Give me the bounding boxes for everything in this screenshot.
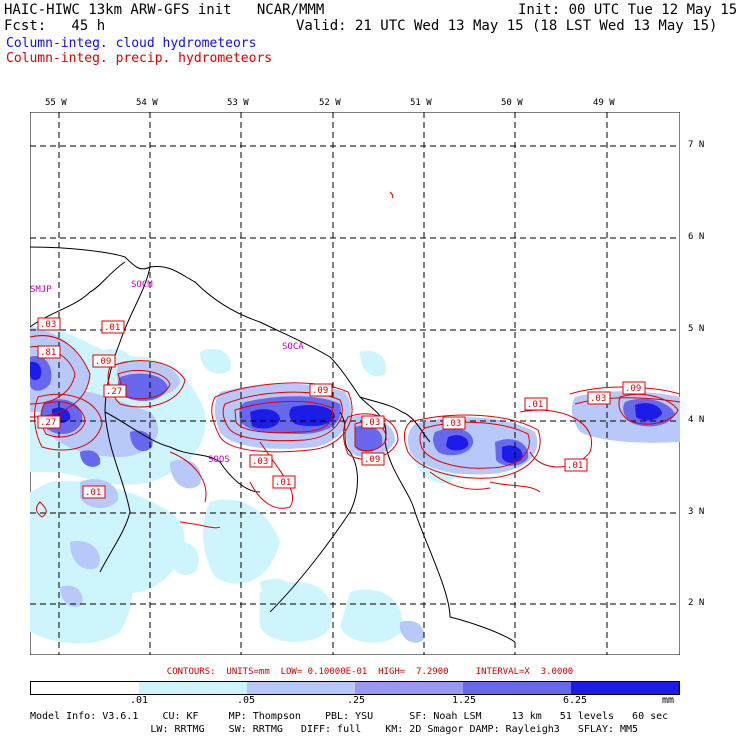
lon-label: 52 W bbox=[319, 98, 341, 108]
contour-label-box bbox=[442, 416, 466, 430]
station-label: SOCM bbox=[131, 280, 153, 290]
colorbar-units: mm bbox=[662, 695, 675, 706]
cloud-field bbox=[30, 326, 680, 644]
contour-label: .01 bbox=[275, 478, 291, 488]
colorbar-tick: 1.25 bbox=[452, 695, 477, 706]
contour-label-box bbox=[361, 415, 385, 429]
contour-label-box bbox=[564, 458, 588, 472]
contour-label: .03 bbox=[364, 418, 380, 428]
colorbar-swatch bbox=[571, 682, 679, 694]
lon-label: 49 W bbox=[593, 98, 615, 108]
colorbar-tick: .05 bbox=[237, 695, 256, 706]
contour-label: .03 bbox=[252, 457, 268, 467]
contour-label: .01 bbox=[104, 323, 120, 333]
colorbar-swatch bbox=[31, 682, 139, 694]
lon-label: 53 W bbox=[227, 98, 249, 108]
contour-label-box bbox=[82, 485, 106, 499]
colorbar-tick: 6.25 bbox=[563, 695, 588, 706]
legend-cloud: Column-integ. cloud hydrometeors bbox=[6, 36, 257, 51]
contours-info: CONTOURS: UNITS=mm LOW= 0.10000E-01 HIGH… bbox=[166, 667, 574, 677]
contour-label-box bbox=[92, 354, 116, 368]
plot-title: HAIC-HIWC 13km ARW-GFS init NCAR/MMM bbox=[4, 2, 325, 18]
contour-label: .09 bbox=[364, 455, 380, 465]
station-label: SMJP bbox=[30, 285, 52, 295]
lat-label: 2 N bbox=[688, 598, 705, 608]
init-time: Init: 00 UTC Tue 12 May 15 bbox=[518, 2, 738, 18]
contour-label: .03 bbox=[590, 394, 606, 404]
contour-label: .03 bbox=[445, 419, 461, 429]
colorbar-swatch bbox=[355, 682, 463, 694]
contour-label: .01 bbox=[85, 488, 101, 498]
map-panel: SMJP SOCM SOCA SOOS .03.01.81.09.27.27.0… bbox=[30, 112, 680, 655]
station-labels: SMJP SOCM SOCA SOOS bbox=[30, 280, 304, 465]
contour-label-box bbox=[37, 317, 61, 331]
contour-label-box bbox=[524, 397, 548, 411]
contour-label-box bbox=[37, 415, 61, 429]
forecast-hour: Fcst: 45 h bbox=[4, 18, 106, 34]
lat-label: 5 N bbox=[688, 324, 705, 334]
station-label: SOOS bbox=[208, 455, 230, 465]
lon-label: 54 W bbox=[136, 98, 158, 108]
contour-label: .09 bbox=[312, 386, 328, 396]
lon-label: 51 W bbox=[410, 98, 432, 108]
contour-label-box bbox=[249, 454, 273, 468]
model-info-line2: LW: RRTMG SW: RRTMG DIFF: full KM: 2D Sm… bbox=[30, 724, 639, 735]
lat-label: 7 N bbox=[688, 140, 705, 150]
contour-label-box bbox=[587, 391, 611, 405]
colorbar-tick: .01 bbox=[130, 695, 149, 706]
lat-label: 4 N bbox=[688, 415, 705, 425]
contour-label: .81 bbox=[40, 348, 56, 358]
colorbar-swatch bbox=[247, 682, 355, 694]
coastline bbox=[30, 246, 516, 643]
colorbar-swatch bbox=[139, 682, 247, 694]
valid-time: Valid: 21 UTC Wed 13 May 15 (18 LST Wed … bbox=[296, 18, 718, 34]
contour-label: .01 bbox=[567, 461, 583, 471]
legend-precip: Column-integ. precip. hydrometeors bbox=[6, 51, 273, 66]
contour-label-box bbox=[37, 345, 61, 359]
contour-label-box bbox=[272, 475, 296, 489]
lon-label: 50 W bbox=[501, 98, 523, 108]
contour-label: .09 bbox=[95, 357, 111, 367]
contour-label: .27 bbox=[40, 418, 56, 428]
model-info-line1: Model Info: V3.6.1 CU: KF MP: Thompson P… bbox=[30, 711, 669, 722]
contour-label-box bbox=[101, 320, 125, 334]
contour-label: .01 bbox=[527, 400, 543, 410]
contour-label: .27 bbox=[106, 387, 122, 397]
colorbar-swatch bbox=[463, 682, 571, 694]
colorbar bbox=[30, 681, 680, 695]
colorbar-tick: .25 bbox=[347, 695, 366, 706]
contour-label-box bbox=[309, 383, 333, 397]
lat-lon-grid bbox=[30, 112, 680, 655]
contour-label-box bbox=[622, 381, 646, 395]
contour-label: .03 bbox=[40, 320, 56, 330]
lat-label: 6 N bbox=[688, 232, 705, 242]
contour-label: .09 bbox=[625, 384, 641, 394]
lon-label: 55 W bbox=[45, 98, 67, 108]
contour-label-box bbox=[103, 384, 127, 398]
lat-label: 3 N bbox=[688, 507, 705, 517]
station-label: SOCA bbox=[282, 342, 304, 352]
contour-labels: .03 .01 .81 .09 .27 .27 .01 .09 .03 .01 .03 .09 .03.… bbox=[37, 317, 646, 499]
contour-label-box bbox=[361, 452, 385, 466]
